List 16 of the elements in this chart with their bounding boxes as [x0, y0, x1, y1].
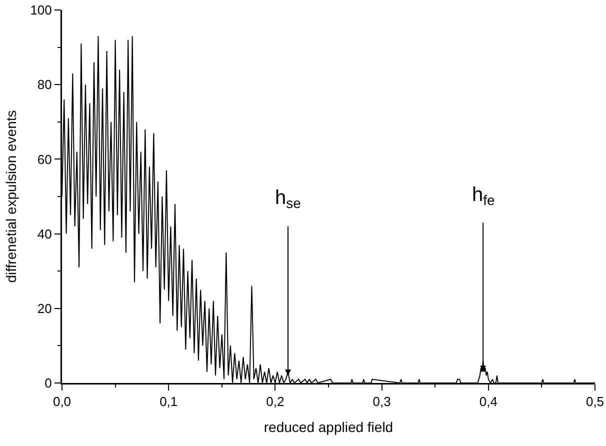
- annotation: h$_{se}$: [275, 187, 302, 212]
- x-tick-label: 0,0: [52, 394, 72, 410]
- y-axis-title: diffrenetial expulsion events: [3, 110, 20, 283]
- annotation: h$_{fe}$: [472, 184, 496, 208]
- x-tick-label: 0,2: [266, 394, 284, 410]
- x-tick-label: 0,4: [479, 394, 498, 410]
- y-tick-label: 20: [37, 300, 52, 316]
- x-tick-label: 0,1: [160, 394, 178, 410]
- y-tick-label: 80: [37, 77, 52, 92]
- y-tick-label: 40: [37, 226, 52, 242]
- y-tick-label: 60: [37, 152, 52, 167]
- x-axis-title: reduced applied field: [264, 419, 394, 436]
- x-tick-label: 0,3: [372, 394, 391, 410]
- y-tick-label: 100: [30, 2, 52, 18]
- x-tick-label: 0,5: [586, 394, 604, 410]
- y-tick-label: 0: [44, 376, 52, 391]
